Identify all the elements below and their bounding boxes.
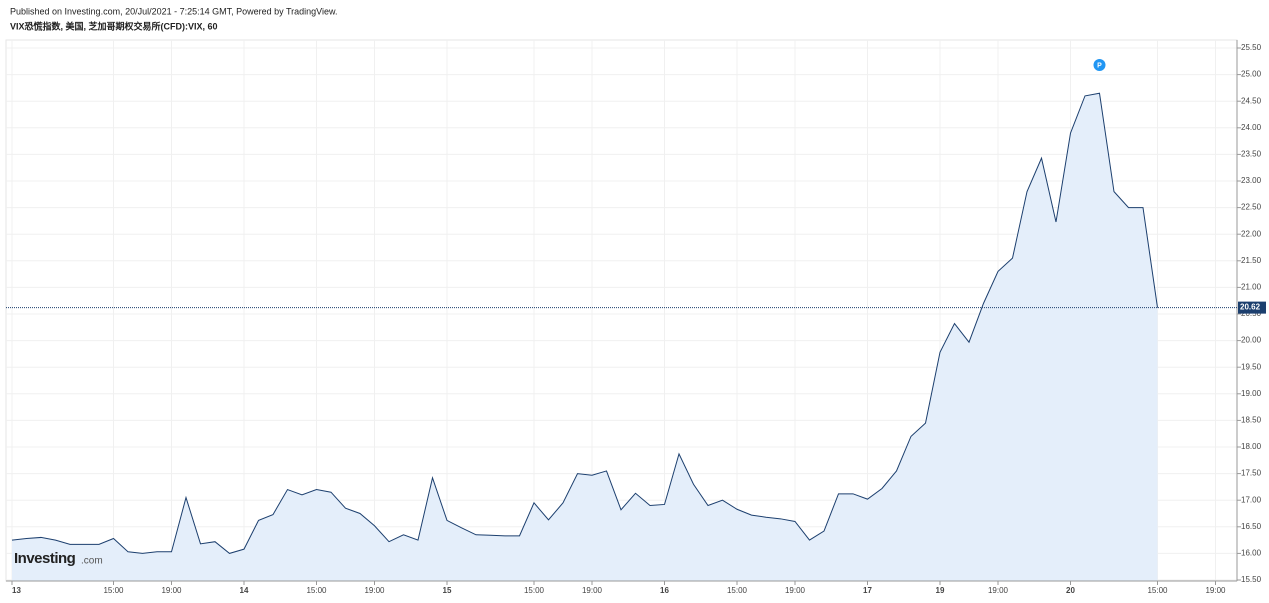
x-tick-label: 15:00 — [103, 586, 124, 595]
x-tick-label: 13 — [12, 586, 21, 595]
last-price-box — [1238, 301, 1266, 314]
x-tick-label: 17 — [863, 586, 872, 595]
y-tick-label: 22.50 — [1241, 203, 1262, 212]
x-tick-label: 19:00 — [364, 586, 385, 595]
y-tick-label: 24.50 — [1241, 96, 1262, 105]
y-tick-label: 17.50 — [1241, 469, 1262, 478]
y-tick-label: 23.00 — [1241, 176, 1262, 185]
marker-badge — [1093, 59, 1106, 71]
logo-suffix: .com — [81, 556, 103, 567]
y-tick-label: 25.50 — [1241, 43, 1262, 52]
x-tick-label: 15:00 — [1147, 586, 1168, 595]
y-tick-label: 17.00 — [1241, 495, 1262, 504]
y-tick-label: 16.50 — [1241, 522, 1262, 531]
y-tick-label: 21.50 — [1241, 256, 1262, 265]
x-tick-label: 19:00 — [785, 586, 806, 595]
published-note: Published on Investing.com, 20/Jul/2021 … — [10, 6, 338, 16]
y-tick-label: 18.00 — [1241, 442, 1262, 451]
x-tick-label: 16 — [660, 586, 669, 595]
y-tick-label: 18.50 — [1241, 416, 1262, 425]
y-tick-label: 25.00 — [1241, 70, 1262, 79]
y-tick-label: 15.50 — [1241, 575, 1262, 584]
x-tick-label: 19:00 — [1205, 586, 1226, 595]
y-tick-label: 21.00 — [1241, 283, 1262, 292]
last-price-label: 20.62 — [1240, 303, 1261, 312]
y-tick-label: 22.00 — [1241, 229, 1262, 238]
area-fill — [12, 93, 1158, 581]
y-tick-label: 23.50 — [1241, 150, 1262, 159]
x-tick-label: 15:00 — [306, 586, 327, 595]
x-tick-label: 15:00 — [524, 586, 545, 595]
x-tick-label: 19:00 — [582, 586, 603, 595]
y-tick-label: 19.50 — [1241, 362, 1262, 371]
marker-label: P — [1097, 62, 1102, 69]
x-tick-label: 15 — [443, 586, 452, 595]
y-tick-label: 19.00 — [1241, 389, 1262, 398]
x-tick-label: 20 — [1066, 586, 1075, 595]
x-tick-label: 14 — [240, 586, 249, 595]
symbol-title: VIX恐慌指数, 美国, 芝加哥期权交易所(CFD):VIX, 60 — [10, 20, 218, 31]
x-tick-label: 19:00 — [988, 586, 1009, 595]
x-tick-label: 19:00 — [161, 586, 182, 595]
y-tick-label: 16.00 — [1241, 549, 1262, 558]
price-line — [11, 92, 1158, 554]
logo-brand: Investing — [14, 550, 76, 567]
y-tick-label: 24.00 — [1241, 123, 1262, 132]
y-tick-label: 20.00 — [1241, 336, 1262, 345]
x-tick-label: 15:00 — [727, 586, 748, 595]
x-tick-label: 19 — [936, 586, 945, 595]
